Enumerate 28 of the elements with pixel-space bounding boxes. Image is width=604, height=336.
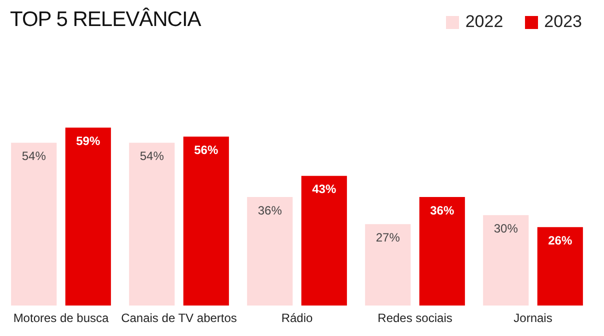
bar — [129, 142, 175, 306]
data-label: 36% — [430, 203, 454, 218]
bar — [301, 176, 347, 306]
x-tick-label: Canais de TV abertos — [121, 311, 237, 326]
bar — [11, 142, 57, 306]
x-tick-label: Motores de busca — [13, 311, 110, 326]
data-label: 26% — [548, 233, 572, 248]
bar — [365, 224, 411, 306]
data-label: 36% — [258, 203, 282, 218]
data-label: 30% — [494, 221, 518, 236]
data-label: 59% — [76, 134, 100, 148]
legend-label: 2023 — [544, 12, 582, 32]
legend-label: 2022 — [465, 12, 504, 32]
x-tick-label: Redes sociais — [378, 311, 452, 326]
data-label: 43% — [312, 182, 336, 196]
bar — [247, 197, 293, 306]
data-label: 27% — [376, 230, 400, 244]
x-tick-label: Jornais — [514, 311, 552, 326]
chart-title: TOP 5 RELEVÂNCIA — [10, 8, 201, 32]
bar — [419, 197, 465, 306]
data-label: 54% — [140, 149, 164, 164]
bar — [483, 215, 529, 306]
bar — [65, 128, 111, 306]
bar — [183, 136, 229, 306]
data-label: 56% — [194, 142, 218, 157]
bar — [537, 227, 583, 306]
data-label: 54% — [22, 149, 46, 164]
x-tick-label: Rádio — [281, 311, 313, 326]
